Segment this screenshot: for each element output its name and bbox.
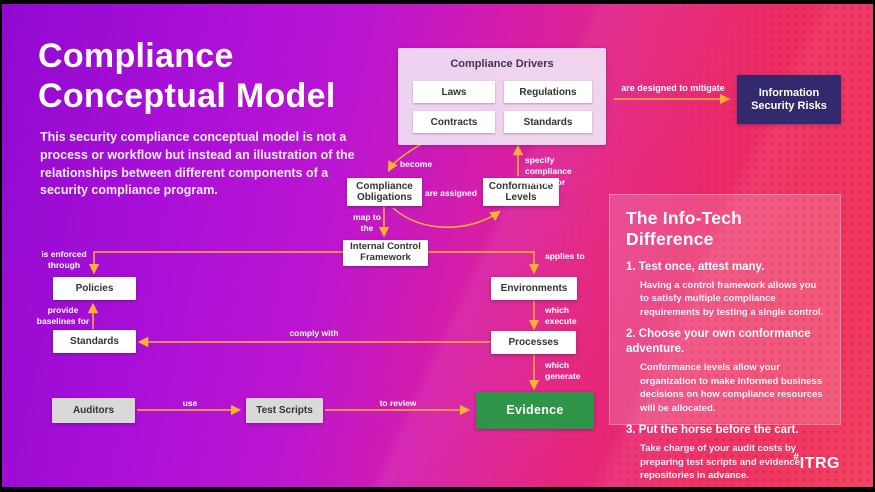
panel-item-2-body: Conformance levels allow your organizati… — [640, 362, 823, 414]
label-which-execute: which execute — [545, 305, 577, 327]
arrow-are-assigned — [392, 207, 501, 228]
node-policies: Policies — [53, 277, 136, 300]
itrg-logo-hash: # — [793, 452, 799, 463]
driver-item-standards: Standards — [504, 111, 592, 133]
label-applies-to: applies to — [545, 251, 585, 261]
label-to-review: to review — [379, 398, 417, 408]
node-auditors: Auditors — [52, 398, 135, 423]
page-title-line2: Conceptual Model — [38, 76, 336, 115]
label-provide-baselines-for: provide baselines for — [36, 305, 90, 327]
panel-item-1-body: Having a control framework allows you to… — [640, 279, 824, 318]
node-standards: Standards — [53, 330, 136, 353]
panel-item-1-heading: 1. Test once, attest many. — [626, 261, 765, 273]
label-specify-compliance-efforts-for: specify compliance efforts for — [525, 155, 572, 188]
panel-item-1: 1. Test once, attest many. Having a cont… — [626, 260, 825, 319]
label-are-designed-to-mitigate: are designed to mitigate — [621, 83, 725, 93]
label-use: use — [182, 398, 198, 408]
panel-item-3-heading: 3. Put the horse before the cart. — [626, 424, 799, 437]
label-map-to-the: map to the — [353, 212, 381, 234]
label-become: become — [399, 159, 433, 169]
compliance-drivers-title: Compliance Drivers — [450, 58, 554, 70]
page-title: Compliance Conceptual Model — [38, 37, 336, 117]
page-title-line1: Compliance — [38, 37, 234, 75]
compliance-drivers-panel: Compliance Drivers Laws Regulations Cont… — [398, 48, 606, 145]
diagram-background: Compliance Conceptual Model This securit… — [2, 4, 873, 487]
label-is-enforced-through: is enforced through — [41, 249, 87, 271]
label-comply-with: comply with — [289, 328, 339, 338]
node-internal-control-framework: Internal Control Framework — [343, 240, 428, 266]
itrg-logo: #ITRG — [793, 452, 840, 473]
arrow-applies-to — [428, 251, 540, 275]
panel-title: The Info-Tech Difference — [626, 208, 743, 249]
node-evidence: Evidence — [476, 392, 594, 429]
label-are-assigned: are assigned — [425, 188, 477, 198]
panel-item-2-heading: 2. Choose your own conformance adventure… — [626, 328, 811, 356]
driver-item-regulations: Regulations — [504, 81, 592, 103]
infotech-difference-panel: The Info-Tech Difference 1. Test once, a… — [609, 194, 841, 481]
arrow-enforced-through — [88, 251, 343, 275]
node-environments: Environments — [491, 277, 577, 300]
driver-item-contracts: Contracts — [413, 111, 495, 133]
node-information-security-risks: Information Security Risks — [737, 75, 841, 124]
page-description: This security compliance conceptual mode… — [40, 130, 355, 198]
driver-item-laws: Laws — [413, 81, 495, 103]
node-conformance-levels: Conformance Levels — [483, 178, 559, 206]
panel-item-3-body: Take charge of your audit costs by prepa… — [640, 443, 800, 482]
node-processes: Processes — [491, 331, 576, 354]
itrg-logo-text: ITRG — [799, 455, 840, 472]
panel-item-3: 3. Put the horse before the cart. Take c… — [626, 423, 825, 482]
panel-item-2: 2. Choose your own conformance adventure… — [626, 327, 825, 415]
label-which-generate: which generate — [545, 360, 581, 382]
node-test-scripts: Test Scripts — [246, 398, 323, 423]
node-compliance-obligations: Compliance Obligations — [347, 178, 422, 206]
